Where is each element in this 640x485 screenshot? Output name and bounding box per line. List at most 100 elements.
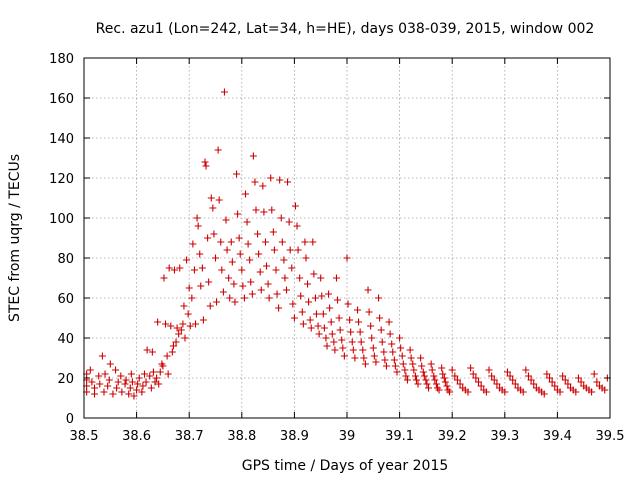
data-point	[527, 376, 535, 384]
data-point	[234, 210, 242, 218]
data-point	[290, 314, 298, 322]
data-point	[307, 324, 315, 332]
data-point	[180, 302, 188, 310]
data-point	[272, 266, 280, 274]
data-point	[185, 284, 193, 292]
data-point	[269, 228, 277, 236]
data-point	[361, 360, 369, 368]
data-point	[114, 378, 122, 386]
data-point	[225, 274, 233, 282]
data-point	[212, 254, 219, 262]
data-point	[485, 366, 493, 374]
data-point	[446, 388, 454, 396]
data-point	[509, 376, 517, 384]
data-point	[403, 376, 411, 384]
data-point	[325, 290, 333, 298]
data-point	[314, 322, 322, 330]
data-point	[482, 388, 490, 396]
data-point	[407, 354, 415, 362]
data-point	[398, 352, 406, 360]
data-point	[112, 366, 120, 374]
y-tick-label: 180	[49, 52, 74, 67]
data-point	[336, 326, 344, 334]
data-point	[503, 368, 511, 376]
data-point	[310, 270, 318, 278]
data-point	[276, 176, 284, 184]
data-point	[117, 372, 125, 380]
data-point	[155, 380, 163, 388]
data-point	[198, 264, 206, 272]
data-point	[440, 374, 448, 382]
data-point	[441, 378, 449, 386]
data-point	[151, 378, 159, 386]
data-point	[113, 384, 121, 392]
data-point	[559, 372, 567, 380]
data-point	[149, 368, 157, 376]
data-point	[501, 388, 509, 396]
y-tick-label: 40	[57, 332, 74, 347]
x-tick-label: 38.6	[122, 429, 151, 444]
data-point	[453, 376, 461, 384]
data-point	[244, 240, 252, 248]
data-point	[91, 384, 99, 392]
data-point	[278, 238, 286, 246]
data-point	[343, 254, 351, 262]
data-point	[330, 338, 338, 346]
data-point	[121, 380, 129, 388]
data-point	[176, 264, 184, 272]
data-point	[125, 390, 133, 398]
data-point	[356, 328, 364, 336]
data-point	[173, 324, 181, 332]
data-point	[207, 194, 215, 202]
data-point	[548, 378, 556, 386]
data-point	[490, 376, 498, 384]
data-point	[283, 286, 291, 294]
data-point	[351, 354, 359, 362]
data-point	[257, 286, 265, 294]
data-point	[163, 352, 171, 360]
data-point	[364, 286, 372, 294]
data-point	[349, 346, 357, 354]
data-point	[277, 214, 285, 222]
data-point	[369, 344, 377, 352]
data-point	[322, 334, 330, 342]
data-point	[147, 384, 155, 392]
data-point	[375, 294, 383, 302]
data-point	[428, 366, 436, 374]
data-point	[418, 362, 426, 370]
data-point	[214, 146, 222, 154]
data-point	[260, 208, 268, 216]
data-point	[190, 266, 198, 274]
data-point	[268, 206, 276, 214]
data-point	[217, 238, 225, 246]
data-point	[285, 218, 293, 226]
data-point	[256, 268, 264, 276]
data-point	[357, 338, 365, 346]
data-point	[378, 338, 386, 346]
data-point	[319, 310, 327, 318]
data-point	[126, 384, 134, 392]
data-point	[267, 174, 275, 182]
data-point	[540, 390, 548, 398]
data-point	[506, 372, 514, 380]
data-point	[134, 380, 142, 388]
data-point	[430, 372, 438, 380]
data-point	[95, 372, 103, 380]
data-point	[86, 366, 94, 374]
data-point	[298, 308, 306, 316]
data-point	[226, 294, 234, 302]
data-point	[109, 390, 117, 398]
data-point	[227, 238, 235, 246]
data-point	[396, 334, 404, 342]
data-point	[493, 380, 501, 388]
x-tick-label: 39.5	[596, 429, 625, 444]
data-point	[219, 288, 227, 296]
data-point	[172, 338, 180, 346]
x-tick-label: 38.7	[175, 429, 204, 444]
data-point	[142, 378, 150, 386]
data-point	[443, 382, 451, 390]
data-point	[577, 378, 585, 386]
data-point	[524, 372, 532, 380]
data-point	[130, 392, 138, 400]
